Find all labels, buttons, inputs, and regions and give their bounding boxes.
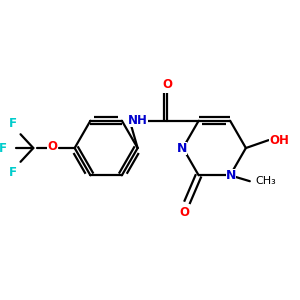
Text: O: O xyxy=(179,206,189,219)
Text: N: N xyxy=(226,169,236,182)
Text: N: N xyxy=(177,142,187,154)
Text: F: F xyxy=(9,166,17,179)
Text: F: F xyxy=(0,142,7,154)
Text: OH: OH xyxy=(269,134,289,147)
Text: O: O xyxy=(47,140,57,153)
Text: O: O xyxy=(162,78,172,91)
Text: NH: NH xyxy=(128,114,148,127)
Text: CH₃: CH₃ xyxy=(255,176,276,186)
Text: F: F xyxy=(9,117,17,130)
